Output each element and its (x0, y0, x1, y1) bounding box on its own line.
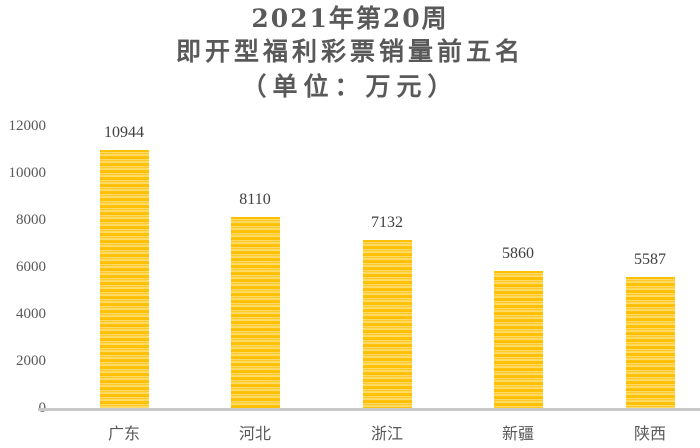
x-label: 新疆 (501, 424, 534, 443)
bar-xinjiang (494, 271, 543, 409)
y-tick: 6000 (16, 259, 46, 275)
x-axis-line (38, 408, 700, 411)
value-label: 5860 (502, 245, 534, 262)
value-label: 8110 (239, 191, 271, 208)
chart-title-unit: （单位：万元） (241, 72, 459, 101)
y-tick: 4000 (16, 306, 46, 322)
y-tick: 8000 (16, 212, 46, 228)
y-tick: 12000 (8, 118, 47, 134)
bar-shaanxi (626, 277, 675, 409)
x-label: 浙江 (370, 424, 403, 443)
value-label: 10944 (104, 124, 144, 141)
bar-guangdong (100, 150, 149, 409)
value-label: 5587 (634, 251, 666, 268)
bar-zhejiang (363, 240, 412, 409)
y-tick: 2000 (16, 353, 46, 369)
chart-title-line1: 2021年第20周 (251, 4, 449, 33)
bar-hebei (231, 217, 280, 409)
x-label: 河北 (238, 424, 271, 443)
x-label: 陕西 (633, 424, 666, 443)
value-label: 7132 (371, 214, 403, 231)
chart-title-line2: 即开型福利彩票销量前五名 (175, 37, 524, 66)
y-tick: 10000 (8, 165, 47, 181)
x-label: 广东 (107, 424, 140, 443)
